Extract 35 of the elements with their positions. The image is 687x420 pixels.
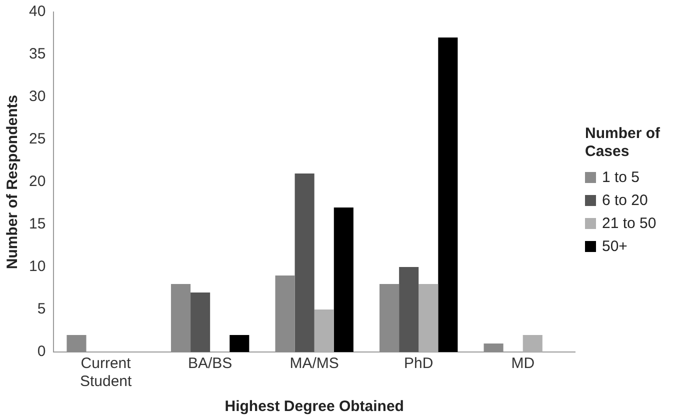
y-tick-label: 35 (28, 46, 46, 63)
x-axis-title: Highest Degree Obtained (224, 398, 404, 416)
x-tick-label: Current Student (80, 355, 132, 390)
y-tick-label: 0 (37, 343, 46, 360)
bar (484, 344, 504, 352)
x-tick-label: MA/MS (290, 355, 339, 372)
y-tick-label: 40 (28, 3, 46, 20)
bar (438, 38, 458, 352)
x-tick-label: PhD (404, 355, 434, 372)
y-tick-label: 25 (28, 130, 46, 148)
bar (275, 276, 295, 352)
bar (294, 174, 314, 352)
bar (380, 284, 400, 352)
y-tick-label: 5 (37, 300, 46, 318)
bar (418, 284, 438, 352)
bar (170, 284, 191, 352)
legend-label: 6 to 20 (602, 192, 648, 209)
legend-label: 1 to 5 (602, 169, 640, 186)
y-tick-label: 15 (28, 216, 46, 233)
bar (314, 310, 334, 352)
y-tick-label: 30 (28, 88, 46, 106)
bar (190, 292, 210, 352)
legend-title: Number of Cases (585, 125, 661, 161)
bar (66, 335, 86, 352)
y-tick-label: 20 (28, 173, 46, 190)
bar (334, 208, 354, 352)
y-axis-title: Number of Respondents (4, 94, 22, 270)
legend-label: 21 to 50 (602, 215, 656, 232)
bar (522, 335, 542, 352)
bar (399, 267, 419, 352)
x-tick-label: BA/BS (188, 355, 232, 372)
bar (230, 335, 250, 352)
legend-label: 50+ (602, 238, 628, 255)
x-tick-label: MD (511, 355, 535, 372)
y-tick-label: 10 (28, 258, 46, 276)
